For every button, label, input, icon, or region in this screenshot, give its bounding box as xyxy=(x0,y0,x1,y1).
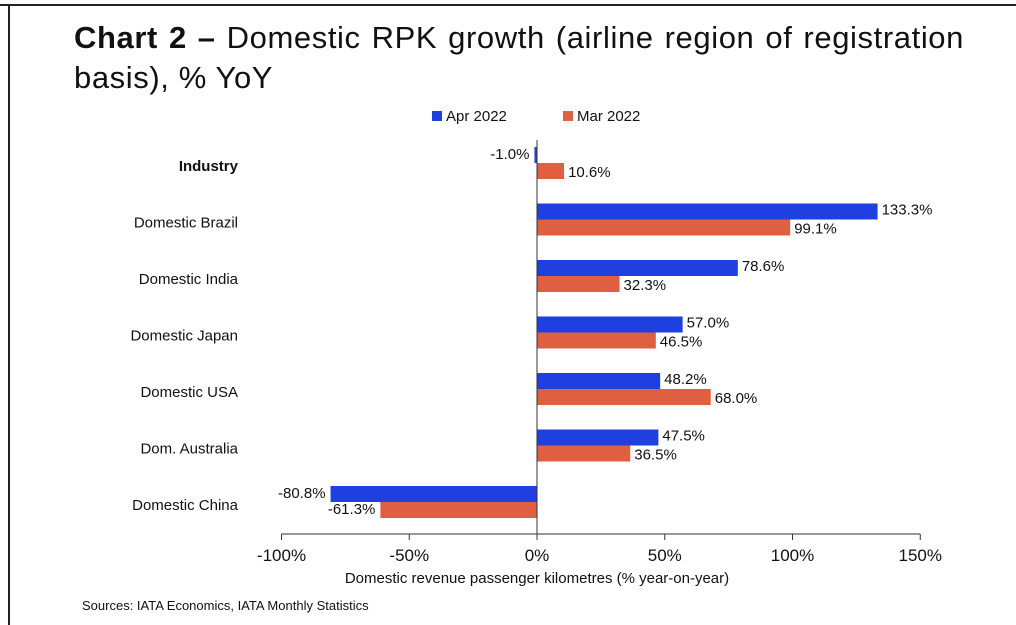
value-label-2-6: 36.5% xyxy=(634,447,677,464)
bar-1-4 xyxy=(537,316,683,333)
legend-swatch-2 xyxy=(563,111,573,121)
bar-2-5 xyxy=(537,389,711,405)
category-label-1: Industry xyxy=(179,158,239,175)
frame-top-border xyxy=(0,4,1016,6)
bar-2-4 xyxy=(537,332,656,349)
x-tick-label-3: 0% xyxy=(525,546,550,565)
category-label-3: Domestic India xyxy=(139,271,239,288)
x-tick-label-2: -50% xyxy=(389,546,429,565)
source-note: Sources: IATA Economics, IATA Monthly St… xyxy=(82,598,369,613)
category-label-7: Domestic China xyxy=(132,497,239,514)
category-label-6: Dom. Australia xyxy=(140,441,238,458)
value-label-1-7: -80.8% xyxy=(278,485,326,502)
chart-title-lead: Chart 2 – xyxy=(74,20,216,55)
legend-swatch-1 xyxy=(432,111,442,121)
value-label-1-1: -1.0% xyxy=(490,146,529,163)
x-axis-title: Domestic revenue passenger kilometres (%… xyxy=(345,570,729,587)
bar-1-1 xyxy=(534,147,537,163)
bar-1-3 xyxy=(537,260,738,276)
category-label-4: Domestic Japan xyxy=(130,328,238,345)
x-tick-label-5: 100% xyxy=(771,546,814,565)
x-tick-label-1: -100% xyxy=(257,546,306,565)
bar-2-6 xyxy=(537,445,631,462)
value-label-1-6: 47.5% xyxy=(662,428,705,445)
value-label-2-7: -61.3% xyxy=(328,501,376,518)
bar-1-5 xyxy=(537,373,661,389)
value-label-2-3: 32.3% xyxy=(624,277,667,294)
bar-2-1 xyxy=(537,163,565,179)
bar-1-2 xyxy=(537,203,878,220)
frame-left-border xyxy=(8,4,10,625)
x-tick-label-6: 150% xyxy=(899,546,942,565)
legend-label-1: Apr 2022 xyxy=(446,108,507,125)
value-label-2-4: 46.5% xyxy=(660,334,703,351)
chart-title: Chart 2 – Domestic RPK growth (airline r… xyxy=(74,18,964,98)
category-label-5: Domestic USA xyxy=(140,384,238,401)
value-label-2-5: 68.0% xyxy=(715,390,758,407)
legend-label-2: Mar 2022 xyxy=(577,108,640,125)
x-tick-label-4: 50% xyxy=(648,546,682,565)
bar-2-2 xyxy=(537,219,791,236)
bar-2-7 xyxy=(380,502,537,518)
value-label-2-1: 10.6% xyxy=(568,164,611,181)
chart-title-text: Domestic RPK growth (airline region of r… xyxy=(74,20,964,95)
category-label-2: Domestic Brazil xyxy=(134,215,238,232)
bar-2-3 xyxy=(537,276,620,292)
value-label-2-2: 99.1% xyxy=(794,221,837,238)
bar-1-6 xyxy=(537,429,659,446)
value-label-1-5: 48.2% xyxy=(664,371,707,388)
bar-1-7 xyxy=(330,486,537,502)
value-label-1-4: 57.0% xyxy=(687,315,730,332)
value-label-1-2: 133.3% xyxy=(882,202,933,219)
value-label-1-3: 78.6% xyxy=(742,258,785,275)
